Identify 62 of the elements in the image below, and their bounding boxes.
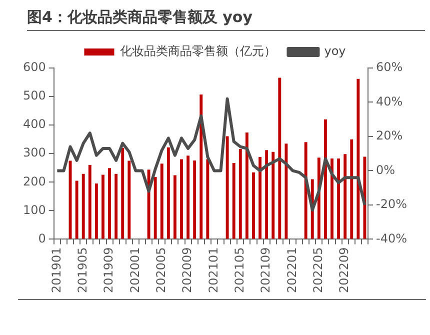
y-tick-label: 600 <box>23 60 46 74</box>
bar <box>324 119 327 239</box>
bar <box>226 136 229 239</box>
bar <box>102 174 104 239</box>
y2-tick-label: -40% <box>376 231 408 246</box>
x-tick-label: 202001 <box>128 247 142 294</box>
bar <box>356 78 360 239</box>
bar <box>337 158 340 239</box>
bar <box>128 160 131 239</box>
bar <box>108 168 111 239</box>
bar <box>121 148 124 239</box>
x-tick-label: 202005 <box>154 247 168 294</box>
y-tick-label: 400 <box>23 117 46 132</box>
x-tick-label: 202009 <box>180 247 194 294</box>
y-tick-label: 500 <box>23 88 46 103</box>
bar <box>258 157 262 239</box>
y2-tick-label: -20% <box>376 197 408 212</box>
bar <box>232 163 236 239</box>
y-tick-label: 0 <box>38 231 46 246</box>
x-tick-label: 202205 <box>311 247 326 294</box>
x-tick-label: 201901 <box>49 247 64 294</box>
bar <box>284 144 288 239</box>
bar <box>252 172 255 239</box>
bar <box>75 180 78 239</box>
bar <box>160 164 164 239</box>
y2-tick-label: 40% <box>376 94 403 108</box>
y-tick-label: 300 <box>23 146 46 160</box>
y2-tick-label: 20% <box>376 128 403 143</box>
legend-label: 化妆品类商品零售额（亿元） <box>120 44 276 58</box>
bar <box>344 154 347 239</box>
chart-title: 图4：化妆品类商品零售额及 yoy <box>27 8 425 31</box>
bar <box>186 156 190 239</box>
x-tick-label: 202209 <box>337 247 352 294</box>
y2-tick-label: 60% <box>376 60 403 74</box>
bar <box>88 165 92 239</box>
x-tick-label: 201909 <box>102 247 116 294</box>
y-tick-label: 100 <box>23 202 46 217</box>
x-tick-label: 201905 <box>75 247 90 294</box>
x-tick-label: 202109 <box>258 247 273 294</box>
y-tick-label: 200 <box>23 174 46 188</box>
bar <box>173 175 176 239</box>
bar <box>94 184 98 239</box>
bar <box>278 78 282 239</box>
y2-tick-label: 0% <box>376 162 396 177</box>
bar <box>350 139 354 239</box>
bar <box>245 132 248 239</box>
bar <box>193 160 196 239</box>
legend-label: yoy <box>324 44 346 58</box>
x-tick-label: 202201 <box>284 247 299 294</box>
bar <box>265 150 268 239</box>
bar <box>200 94 203 239</box>
bar <box>114 174 118 239</box>
bar <box>206 159 210 239</box>
bar <box>180 159 183 239</box>
x-tick-label: 202105 <box>232 247 247 294</box>
x-tick-label: 202101 <box>206 247 220 294</box>
bar <box>272 152 275 239</box>
bar <box>238 149 242 239</box>
bar <box>154 176 157 239</box>
bar <box>166 147 170 239</box>
bar <box>330 158 334 239</box>
bar <box>82 174 85 239</box>
